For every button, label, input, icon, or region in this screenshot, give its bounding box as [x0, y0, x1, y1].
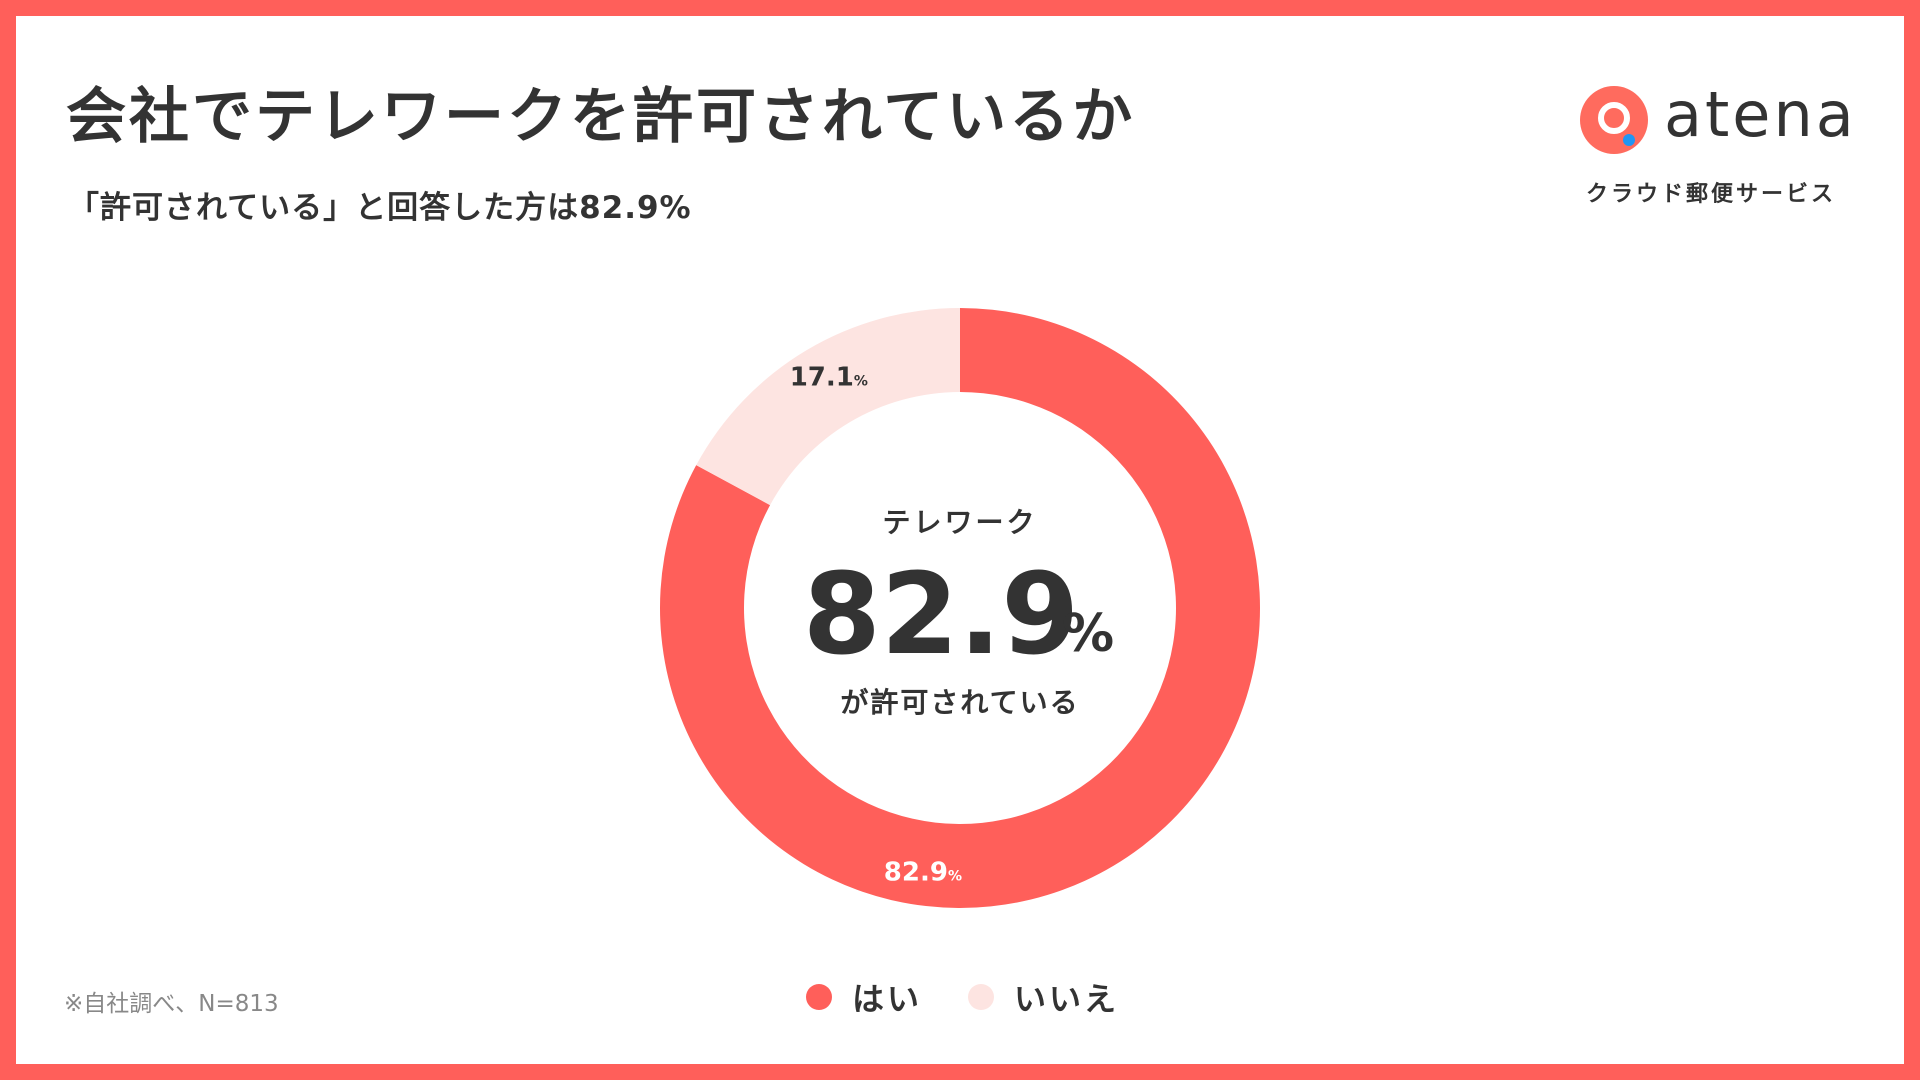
legend-label-no: いいえ [1014, 980, 1120, 1018]
data-label-unit-no: % [854, 374, 868, 390]
center-caption-bottom: が許可されている [840, 686, 1079, 719]
donut-slices [660, 308, 1261, 908]
center-value-unit: % [1062, 604, 1114, 664]
page-subtitle: 「許可されている」と回答した方は82.9% [68, 190, 692, 226]
legend-label-yes: はい [852, 980, 923, 1018]
donut-slice-no [696, 308, 960, 506]
center-caption-top: テレワーク [882, 506, 1037, 539]
donut-chart: 82.9%17.1% テレワーク 82.9 % が許可されている [660, 308, 1261, 908]
brand-logo: atena クラウド郵便サービス [1580, 70, 1880, 210]
legend-marker-yes [806, 984, 832, 1010]
survey-footnote: ※自社調べ、N=813 [64, 991, 279, 1017]
center-value-group: 82.9 % [803, 550, 1114, 680]
legend-item-yes: はい [806, 974, 922, 1020]
center-value: 82.9 [803, 550, 1079, 680]
atena-logo-icon [1580, 86, 1648, 154]
legend-marker-no [968, 984, 995, 1010]
chart-legend: はい いいえ [806, 974, 1165, 1020]
chart-card: 会社でテレワークを許可されているか 「許可されている」と回答した方は82.9% … [16, 16, 1904, 1064]
brand-tagline: クラウド郵便サービス [1586, 182, 1837, 207]
brand-name: atena [1664, 78, 1857, 151]
page-title: 会社でテレワークを許可されているか [66, 82, 1136, 152]
legend-item-no: いいえ [968, 974, 1119, 1020]
data-label-unit-yes: % [948, 868, 962, 884]
